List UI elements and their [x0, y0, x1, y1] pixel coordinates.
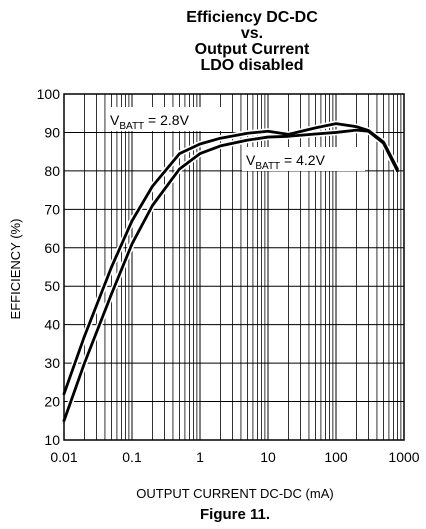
y-axis-label: EFFICIENCY (%)	[8, 219, 23, 320]
series-halo-2	[61, 127, 401, 422]
x-tick-label: 1000	[388, 449, 419, 465]
chart-title: Efficiency DC-DC vs. Output Current LDO …	[186, 9, 318, 74]
y-tick-label: 90	[44, 124, 60, 140]
y-tick-label: 10	[44, 432, 60, 448]
x-tick-label: 100	[324, 449, 348, 465]
chart-title-line-4: LDO disabled	[200, 57, 303, 74]
plot-frame	[63, 93, 405, 441]
series-annotation-1: VBATT = 2.8V	[106, 107, 226, 132]
chart-title-line-1: Efficiency DC-DC	[186, 9, 318, 26]
y-tick-label: 60	[44, 240, 60, 256]
x-tick-label: 0.1	[122, 449, 142, 465]
chart-title-line-2: vs.	[241, 25, 263, 42]
y-tick-label: 80	[44, 163, 60, 179]
series-annotation-2: VBATT = 4.2V	[242, 147, 365, 172]
series-layer	[61, 120, 401, 423]
figure-caption: Figure 11.	[200, 506, 270, 523]
y-tick-label: 70	[44, 201, 60, 217]
series-line-1	[62, 122, 399, 396]
y-tick-label: 20	[44, 394, 60, 410]
y-tick-labels: 10 20 30 40 50 60 70 80 90 100	[37, 86, 61, 448]
y-tick-label: 50	[44, 278, 60, 294]
y-tick-label: 30	[44, 355, 60, 371]
y-tick-label: 40	[44, 317, 60, 333]
x-tick-label: 1	[196, 449, 204, 465]
annotation-text: VBATT = 4.2V	[246, 152, 326, 172]
chart-title-line-3: Output Current	[195, 41, 310, 58]
x-axis-label: OUTPUT CURRENT DC-DC (mA)	[136, 486, 333, 501]
annotation-background	[106, 107, 226, 131]
annotation-text: VBATT = 2.8V	[110, 112, 190, 132]
y-tick-label: 100	[37, 86, 61, 102]
annotation-layer: VBATT = 2.8V VBATT = 4.2V	[106, 107, 365, 172]
annotation-background	[242, 147, 365, 171]
x-tick-label: 0.01	[50, 449, 77, 465]
x-tick-labels: 0.01 0.1 1 10 100 1000	[50, 449, 419, 465]
series-line-2	[62, 128, 399, 423]
x-tick-label: 10	[260, 449, 276, 465]
